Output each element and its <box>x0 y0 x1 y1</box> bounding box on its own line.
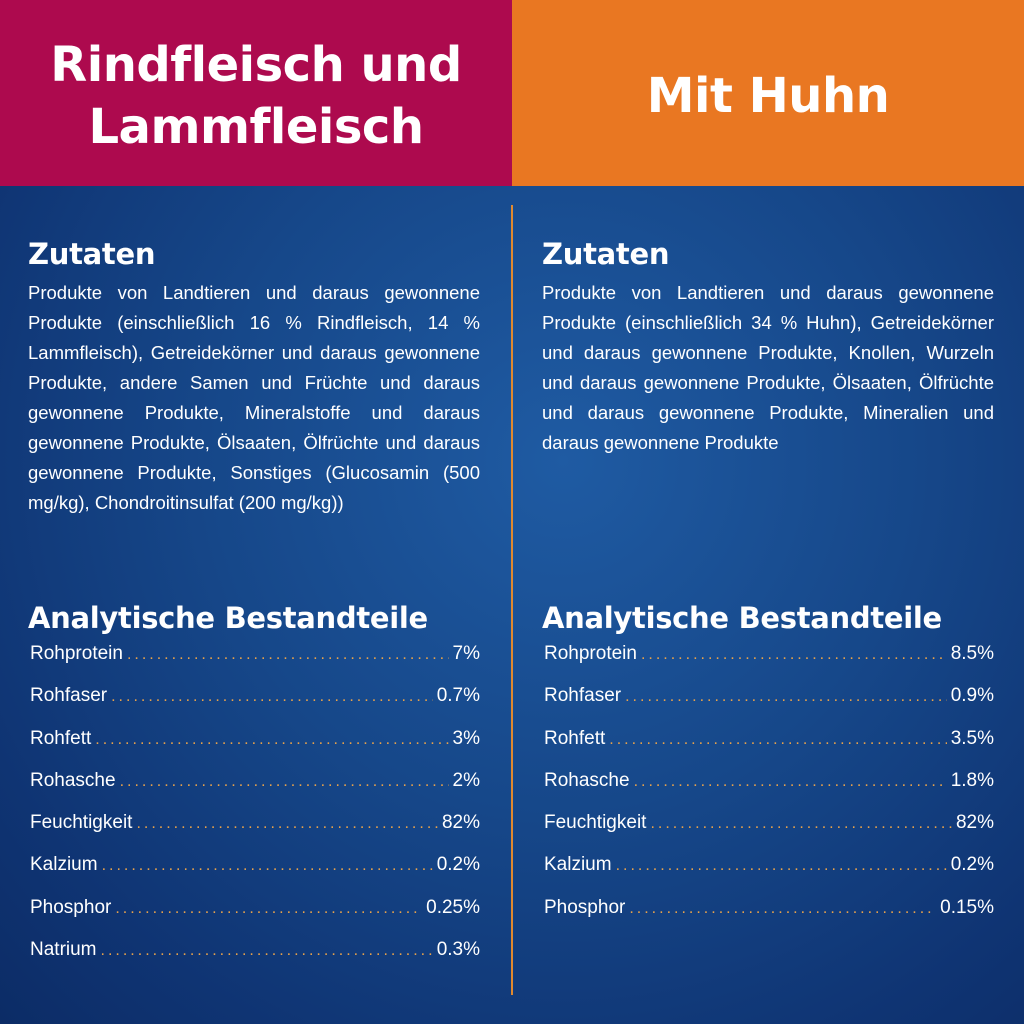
analysis-value: 82% <box>955 812 994 834</box>
chicken-analysis-title: Analytische Bestandteile <box>542 601 942 635</box>
dot-leader: ........................................… <box>629 899 936 917</box>
analysis-value: 8.5% <box>950 643 994 664</box>
analysis-value: 0.25% <box>426 896 480 918</box>
beef-lamb-title-line1: Rindfleisch und <box>50 37 462 93</box>
analysis-label: Rohprotein <box>544 643 637 664</box>
analysis-value: 0.2% <box>950 854 994 876</box>
analysis-label: Feuchtigkeit <box>30 812 133 834</box>
beef-lamb-ingredients-text: Produkte von Landtieren und daraus gewon… <box>28 282 480 513</box>
dot-leader: ........................................… <box>126 646 449 663</box>
analysis-label: Kalzium <box>544 854 612 876</box>
beef-lamb-analysis-title: Analytische Bestandteile <box>28 601 428 635</box>
chicken-analysis-list: Rohprotein..............................… <box>544 643 994 939</box>
analysis-value: 0.7% <box>436 685 480 707</box>
analysis-value: 0.3% <box>436 939 480 961</box>
beef-lamb-analysis-list: Rohprotein..............................… <box>30 643 480 981</box>
analysis-row-kalzium: Kalzium.................................… <box>544 854 994 896</box>
analysis-value: 0.2% <box>436 854 480 876</box>
analysis-value: 1.8% <box>950 769 994 791</box>
dot-leader: ........................................… <box>101 857 433 875</box>
analysis-label: Rohprotein <box>30 643 123 664</box>
chicken-ingredients-title: Zutaten <box>542 237 670 271</box>
analysis-label: Rohfett <box>30 727 92 749</box>
analysis-row-natrium: Natrium.................................… <box>30 939 480 981</box>
chicken-header: Mit Huhn <box>512 0 1024 186</box>
chicken-ingredients-text: Produkte von Landtieren und daraus gewon… <box>542 282 994 453</box>
column-divider <box>511 205 513 995</box>
analysis-value: 3.5% <box>950 727 994 749</box>
dot-leader: ........................................… <box>111 688 433 706</box>
beef-lamb-ingredients-section: Zutaten Produkte von Landtieren und dara… <box>28 234 480 518</box>
analysis-value: 2% <box>452 769 480 791</box>
analysis-row-rohprotein: Rohprotein..............................… <box>544 643 994 685</box>
analysis-label: Phosphor <box>30 896 112 918</box>
beef-lamb-header: Rindfleisch und Lammfleisch <box>0 0 512 186</box>
analysis-label: Rohasche <box>30 769 116 791</box>
analysis-value: 0.15% <box>940 896 994 918</box>
dot-leader: ........................................… <box>95 730 448 748</box>
analysis-label: Rohfaser <box>544 685 622 707</box>
analysis-label: Rohfett <box>544 727 606 749</box>
dot-leader: ........................................… <box>633 772 947 790</box>
dot-leader: ........................................… <box>625 688 947 706</box>
analysis-label: Rohfaser <box>30 685 108 707</box>
analysis-row-feuchtigkeit: Feuchtigkeit............................… <box>30 812 480 854</box>
analysis-row-phosphor: Phosphor................................… <box>544 897 994 939</box>
analysis-row-rohasche: Rohasche................................… <box>544 770 994 812</box>
header-banner: Rindfleisch und Lammfleisch Mit Huhn <box>0 0 1024 186</box>
analysis-label: Natrium <box>30 939 97 961</box>
analysis-row-rohasche: Rohasche................................… <box>30 770 480 812</box>
analysis-label: Phosphor <box>544 896 626 918</box>
analysis-row-kalzium: Kalzium.................................… <box>30 854 480 896</box>
analysis-value: 82% <box>441 812 480 834</box>
beef-lamb-ingredients-title: Zutaten <box>28 237 156 271</box>
analysis-row-feuchtigkeit: Feuchtigkeit............................… <box>544 812 994 854</box>
analysis-value: 7% <box>452 643 480 664</box>
analysis-value: 0.9% <box>950 685 994 707</box>
analysis-value: 3% <box>452 727 480 749</box>
analysis-row-rohfett: Rohfett.................................… <box>544 728 994 770</box>
analysis-row-phosphor: Phosphor................................… <box>30 897 480 939</box>
analysis-row-rohfaser: Rohfaser................................… <box>30 685 480 727</box>
dot-leader: ........................................… <box>640 646 947 663</box>
analysis-label: Kalzium <box>30 854 98 876</box>
dot-leader: ........................................… <box>650 815 952 833</box>
beef-lamb-title: Rindfleisch und Lammfleisch <box>50 28 462 158</box>
dot-leader: ........................................… <box>615 857 947 875</box>
analysis-row-rohprotein: Rohprotein..............................… <box>30 643 480 685</box>
analysis-label: Feuchtigkeit <box>544 812 647 834</box>
chicken-ingredients-section: Zutaten Produkte von Landtieren und dara… <box>542 234 994 458</box>
analysis-label: Rohasche <box>544 769 630 791</box>
chicken-title: Mit Huhn <box>646 68 890 124</box>
beef-lamb-title-line2: Lammfleisch <box>88 99 424 155</box>
analysis-row-rohfaser: Rohfaser................................… <box>544 685 994 727</box>
dot-leader: ........................................… <box>100 942 433 960</box>
analysis-row-rohfett: Rohfett.................................… <box>30 728 480 770</box>
dot-leader: ........................................… <box>609 730 946 748</box>
dot-leader: ........................................… <box>115 899 422 917</box>
dot-leader: ........................................… <box>136 815 438 833</box>
dot-leader: ........................................… <box>119 772 449 790</box>
